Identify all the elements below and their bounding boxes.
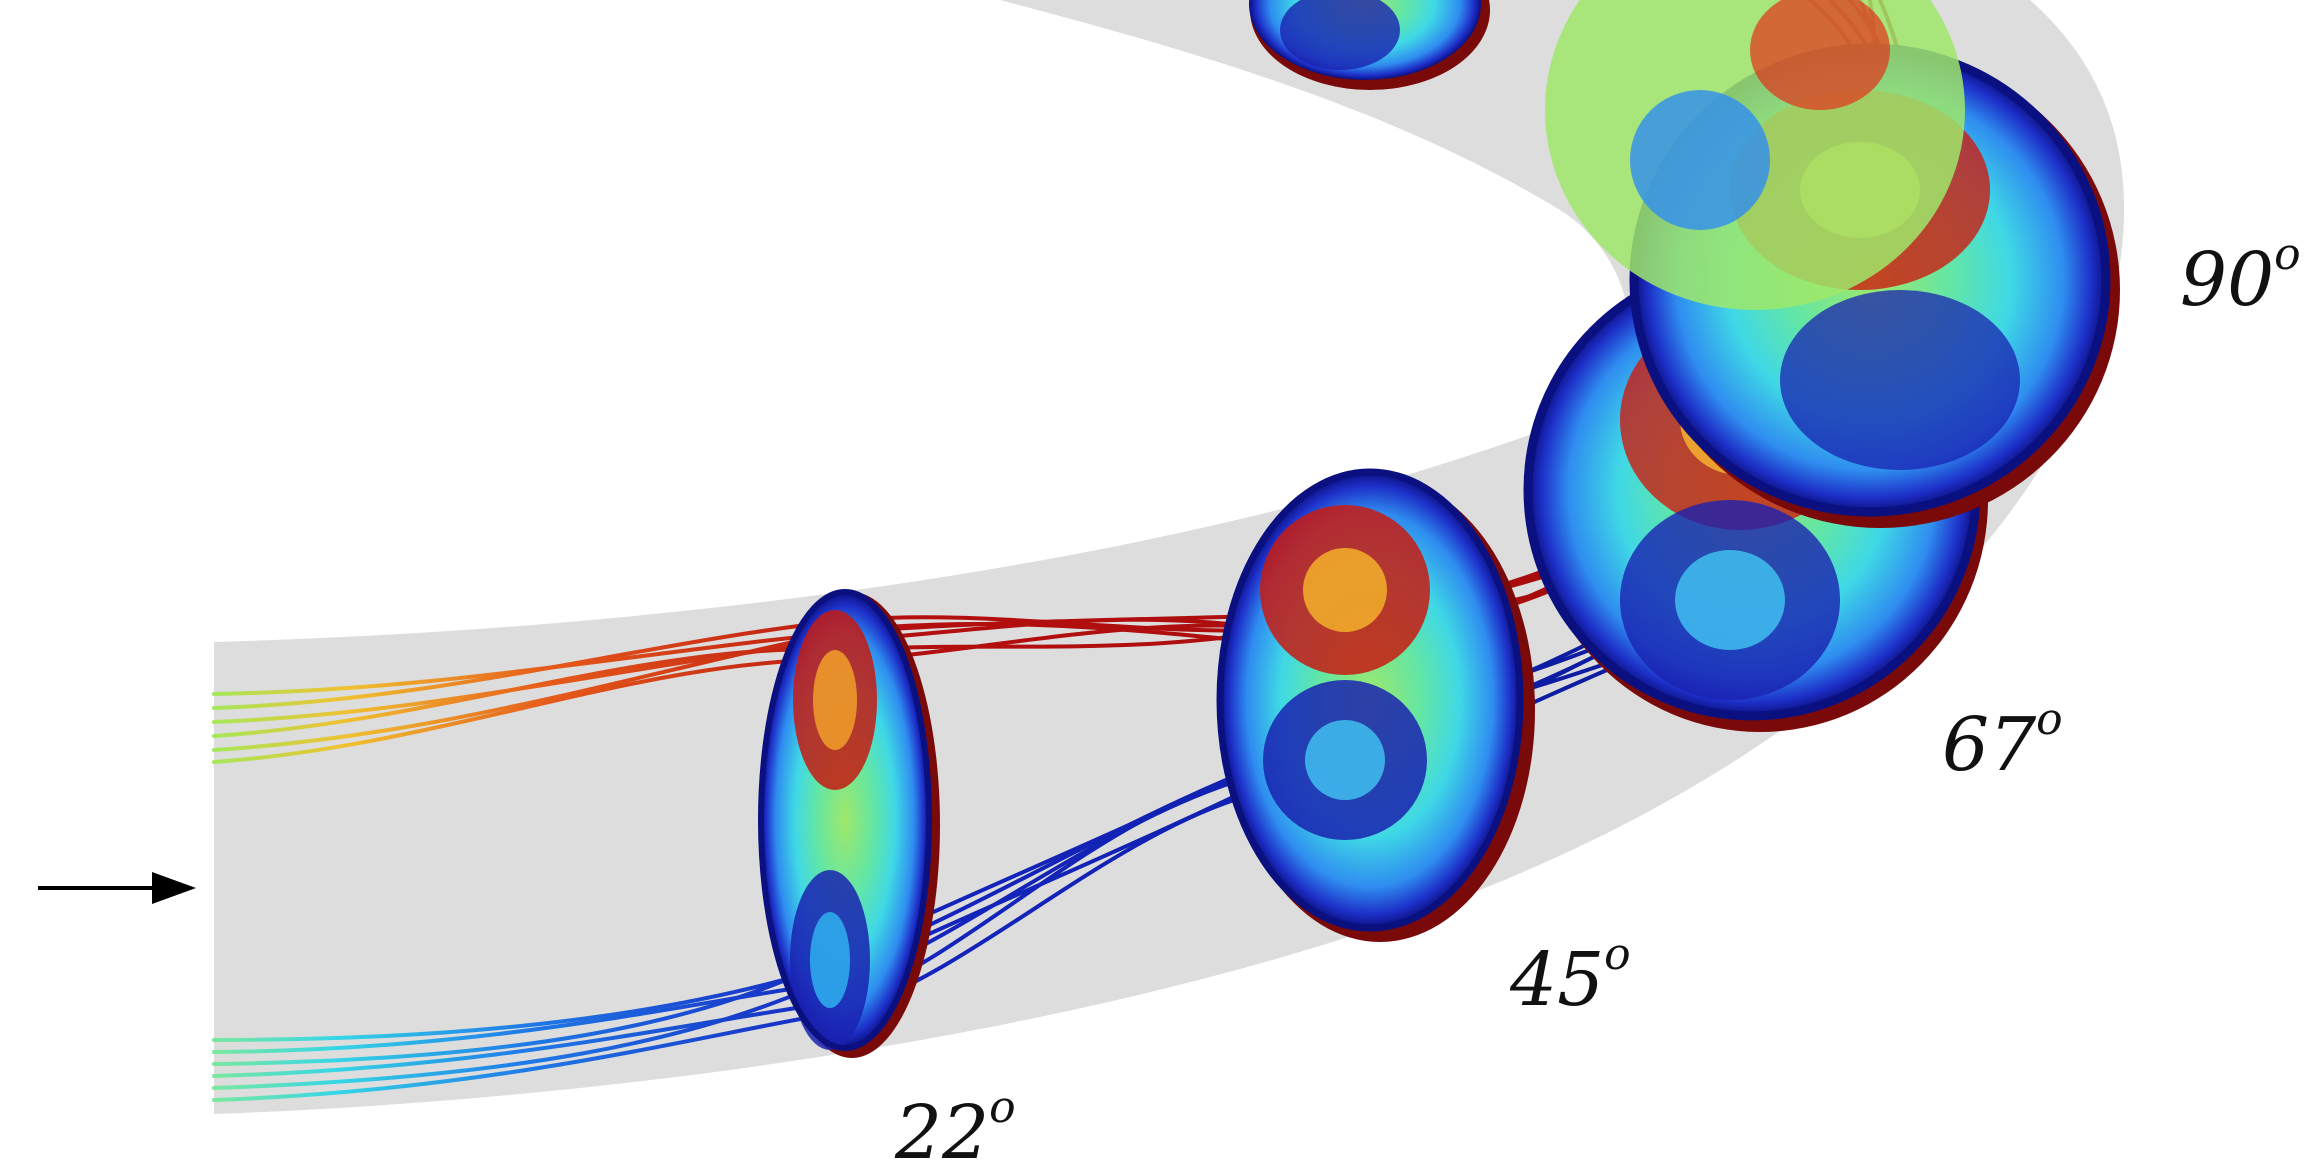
angle-label-45: 45o bbox=[1509, 929, 1631, 1023]
angle-label-67: 67o bbox=[1942, 694, 2063, 788]
angle-label-90: 90o bbox=[2180, 229, 2301, 323]
cross-section-downstream-1 bbox=[1249, 0, 1490, 90]
inflow-arrow bbox=[38, 872, 196, 904]
cross-section-downstream-2 bbox=[1545, 0, 1965, 310]
angle-label-22: 22o bbox=[894, 1082, 1016, 1176]
cross-section-22 bbox=[758, 589, 940, 1058]
cross-section-45 bbox=[1216, 468, 1535, 942]
